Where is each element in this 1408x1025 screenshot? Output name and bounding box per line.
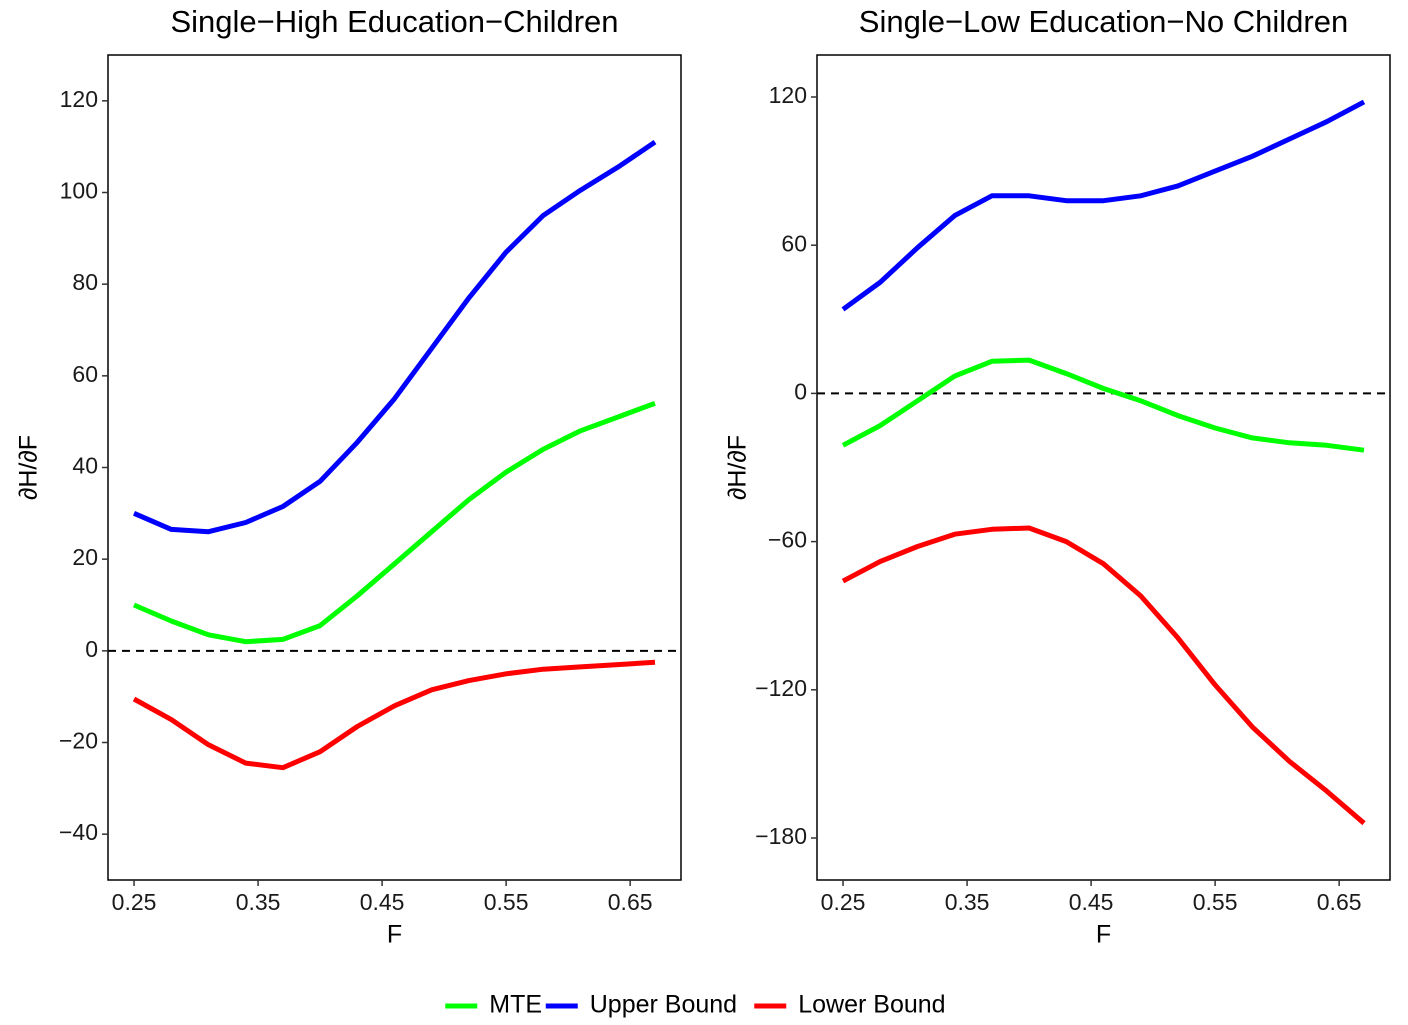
x-tick-label: 0.65 xyxy=(608,889,653,915)
x-tick-label: 0.55 xyxy=(484,889,529,915)
legend-label: Lower Bound xyxy=(798,991,945,1019)
y-tick-label: −20 xyxy=(59,728,98,754)
y-tick-label: 80 xyxy=(72,269,98,295)
legend: MTE Upper Bound Lower Bound xyxy=(445,991,946,1019)
x-axis-title: F xyxy=(387,921,402,949)
panel: Single−High Education−Children −40 −20 0 20 4… xyxy=(15,4,682,949)
y-tick-label: −40 xyxy=(59,819,98,845)
y-tick-label: −120 xyxy=(755,675,807,701)
x-tick-label: 0.45 xyxy=(1069,889,1114,915)
line-series xyxy=(841,525,1366,826)
x-tick-label: 0.25 xyxy=(112,889,157,915)
y-tick-label: 120 xyxy=(60,86,98,112)
y-tick-label: 100 xyxy=(60,178,98,204)
chart-title: Single−Low Education−No Children xyxy=(859,4,1348,39)
plot-frame xyxy=(816,54,1391,881)
line-series xyxy=(133,400,656,645)
x-tick-label: 0.35 xyxy=(945,889,990,915)
y-axis-title: ∂H/∂F xyxy=(15,435,43,500)
y-tick-label: 40 xyxy=(72,453,98,479)
panel: Single−Low Education−No Children −180 −120… xyxy=(724,4,1391,949)
x-tick-label: 0.45 xyxy=(360,889,405,915)
x-tick-label: 0.55 xyxy=(1193,889,1238,915)
legend-label: Upper Bound xyxy=(590,991,737,1019)
y-tick-label: 0 xyxy=(794,378,807,404)
line-series xyxy=(133,140,657,535)
x-tick-label: 0.65 xyxy=(1317,889,1362,915)
x-tick-label: 0.35 xyxy=(236,889,281,915)
legend-label: MTE xyxy=(489,991,542,1019)
x-tick-label: 0.25 xyxy=(821,889,866,915)
line-series xyxy=(132,659,656,771)
y-tick-label: 60 xyxy=(72,361,98,387)
y-tick-label: 60 xyxy=(781,230,807,256)
y-axis-title: ∂H/∂F xyxy=(724,435,752,500)
chart-title: Single−High Education−Children xyxy=(170,4,618,39)
y-tick-label: −60 xyxy=(768,527,807,553)
y-tick-label: 20 xyxy=(72,544,98,570)
line-series xyxy=(841,99,1366,312)
line-series xyxy=(841,357,1365,453)
x-axis-title: F xyxy=(1096,921,1111,949)
y-tick-label: 0 xyxy=(85,636,98,662)
y-tick-label: −180 xyxy=(755,823,807,849)
y-tick-label: 120 xyxy=(769,82,807,108)
